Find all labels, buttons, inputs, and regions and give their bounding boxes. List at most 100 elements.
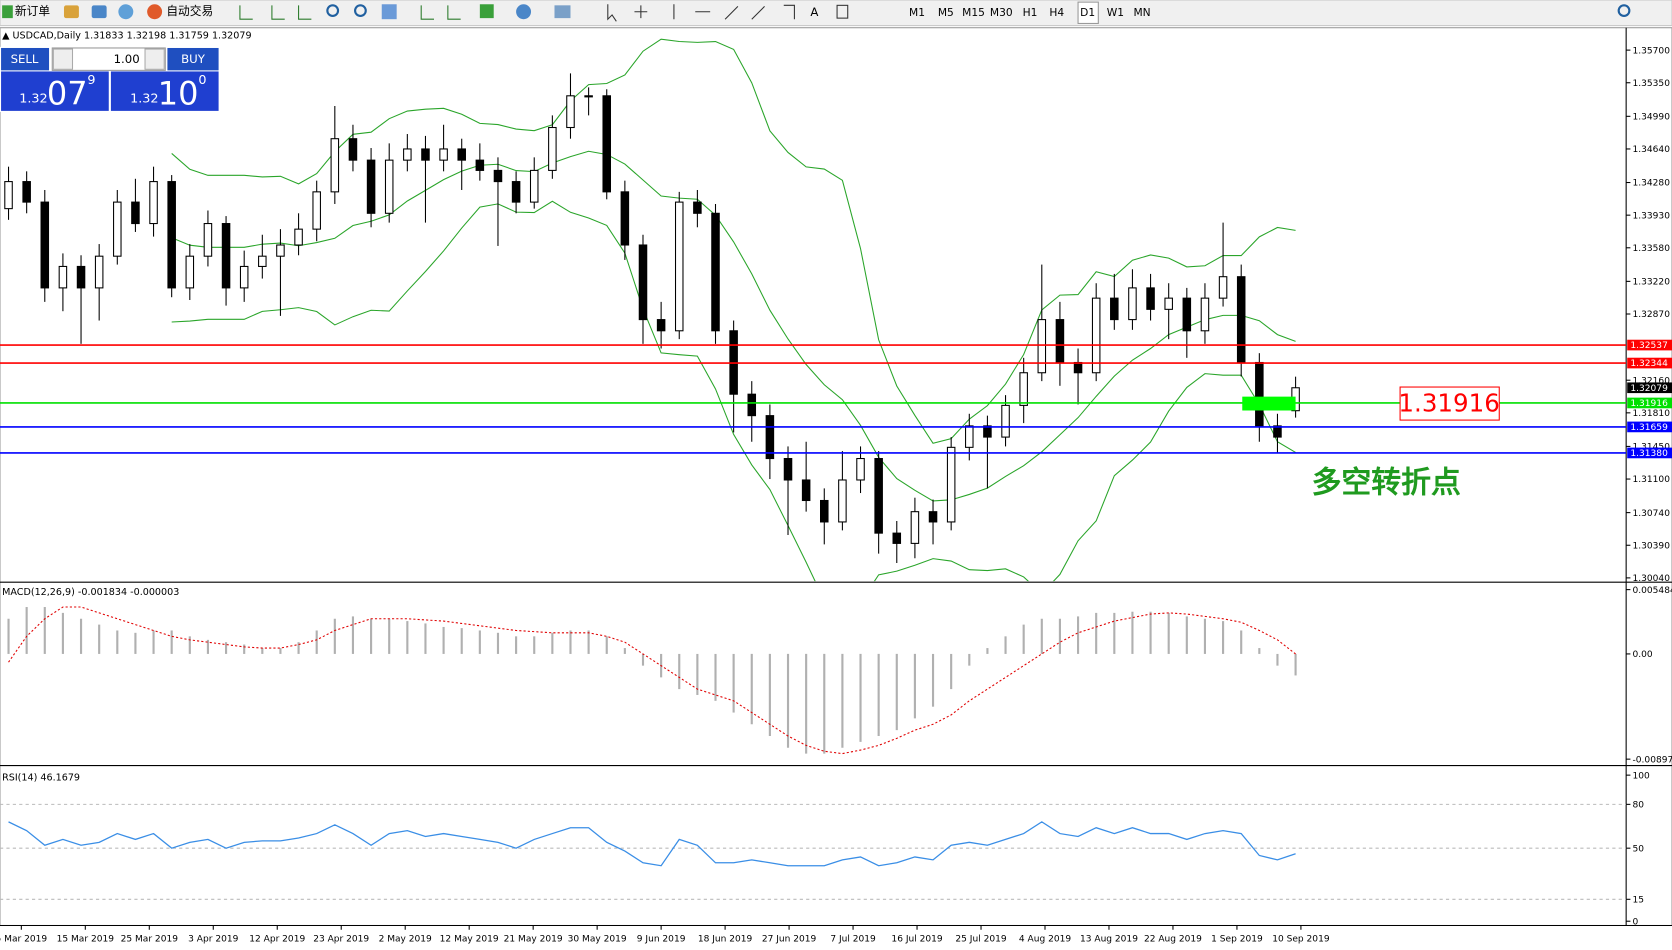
date-label: 15 Mar 2019 [57, 934, 115, 944]
icon[interactable] [63, 5, 79, 19]
candle-body [1236, 276, 1246, 364]
candle-body [946, 446, 956, 523]
bollinger-band [171, 150, 1296, 502]
date-label: 12 Apr 2019 [249, 934, 305, 944]
candle-body [421, 148, 430, 161]
candle-body [1164, 297, 1173, 310]
ask-box[interactable] [110, 71, 219, 111]
buy-label[interactable]: BUY [181, 52, 206, 66]
candle-body [221, 223, 231, 289]
macd-signal: -0.000003 [130, 587, 179, 598]
level-price-tag [1627, 421, 1672, 433]
close: 1.32079 [212, 30, 252, 41]
new-order-icon[interactable] [2, 5, 13, 19]
candle-body [1200, 297, 1210, 332]
level-price-label: 1.31916 [1630, 399, 1668, 409]
icon[interactable]: A [810, 5, 818, 19]
date-label: 1 Sep 2019 [1211, 934, 1263, 944]
candle-body [529, 169, 539, 203]
level-price-label: 1.32537 [1630, 341, 1667, 351]
price-tick-label: 1.34640 [1633, 145, 1671, 155]
ask-point: 0 [198, 73, 206, 88]
level-price-label: 1.31659 [1630, 423, 1668, 433]
date-label: 7 Jul 2019 [830, 934, 876, 944]
candle-body [239, 265, 249, 289]
icon[interactable] [381, 4, 397, 20]
candle-body [493, 169, 503, 183]
candle-body [711, 212, 720, 332]
icon[interactable] [554, 5, 571, 19]
axes: 1.35700 1.35350 1.34990 1.34640 1.34280 1.339… [0, 46, 1672, 944]
macd-tick-label: -0.008973 [1633, 755, 1672, 765]
timeframe-button[interactable]: D1 [1080, 6, 1095, 19]
zoom-in[interactable] [326, 4, 340, 18]
search[interactable] [1617, 4, 1631, 18]
icon[interactable] [607, 4, 795, 22]
price-tick-label: 1.31810 [1633, 409, 1671, 419]
buy-button[interactable] [167, 47, 219, 71]
candle-body [1182, 297, 1192, 332]
bid-pips: 07 [47, 74, 88, 112]
sell-label[interactable]: SELL [11, 52, 39, 66]
date-label: 3 Apr 2019 [188, 934, 238, 944]
price-tick-label: 1.32160 [1633, 376, 1671, 386]
candle-body [1055, 319, 1065, 364]
lot-down[interactable] [52, 48, 74, 70]
one-click-panel: SELL 1.00 BUY 1.32 07 9 1.32 10 0 [0, 46, 220, 112]
candle-body [856, 458, 865, 481]
zoom-out[interactable] [354, 4, 367, 18]
icon[interactable] [479, 4, 494, 19]
bid-box[interactable] [1, 71, 109, 111]
icon[interactable] [118, 4, 134, 20]
icon[interactable] [420, 5, 461, 20]
new-order-button[interactable]: 新订单 [15, 4, 50, 18]
candle-body [1037, 319, 1047, 374]
ask-prefix: 1.32 [130, 91, 158, 106]
timeframe-button[interactable]: W1 [1107, 6, 1124, 19]
date-label: 22 Aug 2019 [1144, 934, 1202, 944]
timeframe-button[interactable]: M5 [938, 6, 954, 19]
price-tick-label: 1.30740 [1633, 509, 1671, 519]
icon[interactable] [239, 5, 312, 20]
timeframe-button[interactable]: H1 [1023, 6, 1038, 19]
candle-body [40, 201, 50, 289]
lot-up[interactable] [144, 48, 165, 70]
candle-body [475, 159, 485, 171]
rsi-tick-label: 0 [1633, 917, 1639, 927]
candle-body [1110, 297, 1119, 321]
auto-trade-button[interactable]: 自动交易 [166, 4, 213, 18]
candle-body [838, 479, 847, 523]
icon[interactable] [91, 5, 107, 19]
date-label: 9 Jun 2019 [637, 934, 686, 944]
candle-body [366, 159, 376, 214]
candle-body [457, 148, 466, 161]
timeframe-button[interactable]: M1 [909, 6, 925, 19]
icon[interactable] [516, 4, 532, 20]
lot-input[interactable] [51, 47, 166, 71]
sell-button[interactable] [1, 47, 50, 71]
timeframe-button[interactable]: MN [1133, 6, 1150, 19]
timeframe-button[interactable]: M15 [962, 6, 985, 19]
candle-body [113, 201, 122, 257]
date-label: 25 Jul 2019 [955, 934, 1006, 944]
timeframe-button[interactable]: H4 [1049, 6, 1064, 19]
timeframe-button[interactable]: M30 [990, 6, 1013, 19]
date-label: 12 May 2019 [440, 934, 499, 944]
price-tick-label: 1.33930 [1633, 211, 1671, 221]
candle-body [1255, 361, 1264, 427]
auto-trade-icon[interactable] [147, 4, 163, 20]
level-price-tag [1627, 357, 1672, 369]
candle-body [330, 138, 340, 193]
rsi-tick-label: 100 [1633, 771, 1651, 781]
icon[interactable] [836, 4, 849, 19]
price-tick-label: 1.35350 [1633, 79, 1671, 89]
candle-body [747, 393, 757, 417]
date-label: 10 Sep 2019 [1272, 934, 1330, 944]
lot-value[interactable]: 1.00 [114, 52, 140, 66]
price-callout-box [1399, 386, 1500, 421]
annotation: 多空转折点 [1312, 466, 1461, 501]
candle-body [276, 244, 285, 257]
candle-body [1273, 425, 1282, 438]
candle-body [548, 126, 557, 171]
